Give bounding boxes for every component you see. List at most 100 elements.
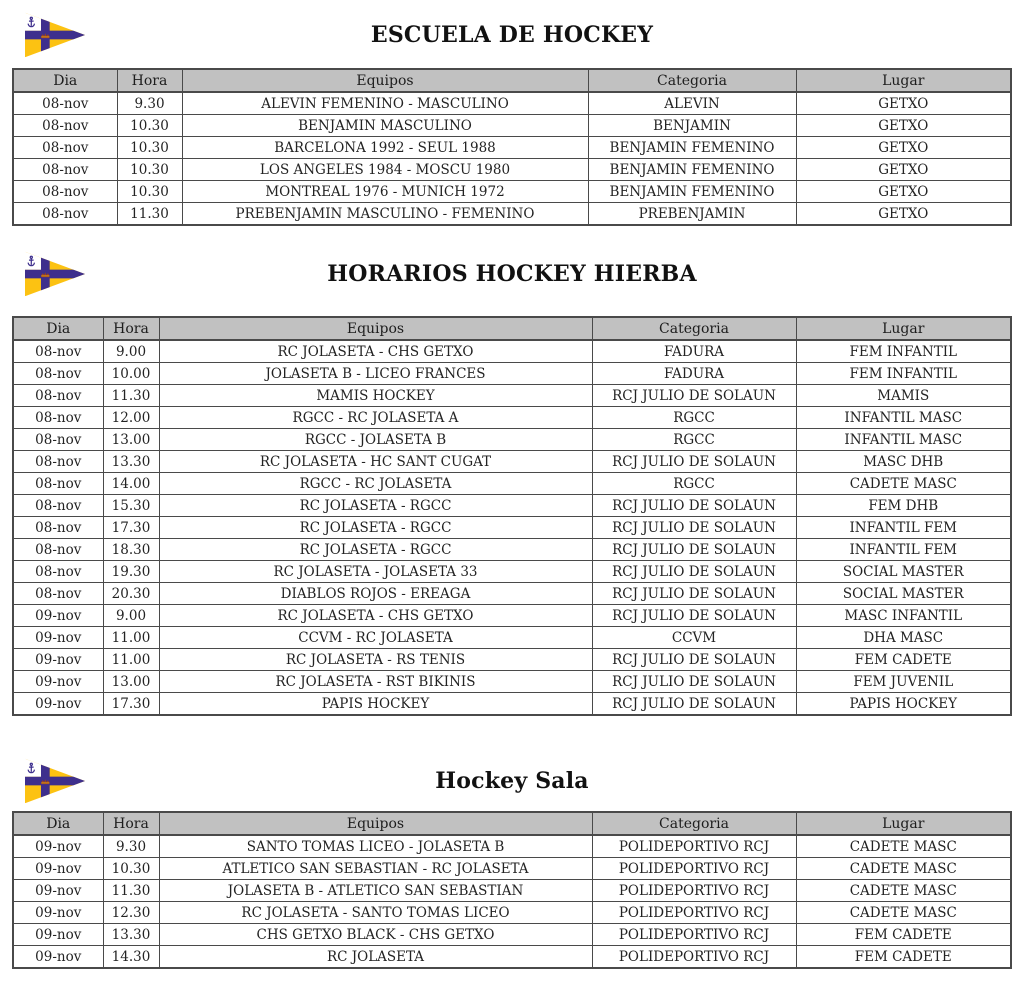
table-cell: RCJ JULIO DE SOLAUN <box>591 648 797 671</box>
table-cell: 10.30 <box>116 180 183 203</box>
table-cell: 09-nov <box>12 879 104 902</box>
table-cell: 13.00 <box>102 428 160 451</box>
col-header-dia: Dia <box>12 68 118 93</box>
table-cell: 13.00 <box>102 670 160 693</box>
table-cell: RGCC <box>591 406 797 429</box>
table-cell: GETXO <box>795 202 1012 226</box>
table-cell: POLIDEPORTIVO RCJ <box>591 879 797 902</box>
table-cell: JOLASETA B - ATLETICO SAN SEBASTIAN <box>158 879 593 902</box>
table-cell: RCJ JULIO DE SOLAUN <box>591 560 797 583</box>
table-cell: RGCC - JOLASETA B <box>158 428 593 451</box>
table-row: 08-nov 10.30 LOS ANGELES 1984 - MOSCU 1980… <box>12 158 1012 181</box>
table-cell: INFANTIL MASC <box>795 428 1012 451</box>
table-cell: ALEVIN <box>587 91 797 115</box>
table-header: Dia Hora Equipos Categoria Lugar <box>12 316 1012 341</box>
table-cell: RCJ JULIO DE SOLAUN <box>591 538 797 561</box>
table-row: 09-nov 17.30 PAPIS HOCKEY RCJ JULIO DE SOLA… <box>12 692 1012 716</box>
table-cell: 10.30 <box>116 136 183 159</box>
table-cell: JOLASETA B - LICEO FRANCES <box>158 362 593 385</box>
table-cell: RC JOLASETA - RGCC <box>158 516 593 539</box>
table-cell: RC JOLASETA - RS TENIS <box>158 648 593 671</box>
table-cell: 09-nov <box>12 648 104 671</box>
table-cell: 10.30 <box>116 158 183 181</box>
col-header-equipos: Equipos <box>181 68 589 93</box>
anchor-icon <box>27 255 36 267</box>
table-cell: RGCC <box>591 428 797 451</box>
table-cell: PAPIS HOCKEY <box>795 692 1012 716</box>
table-cell: MONTREAL 1976 - MUNICH 1972 <box>181 180 589 203</box>
section-title: HORARIOS HOCKEY HIERBA <box>327 261 697 287</box>
table-cell: RC JOLASETA - CHS GETXO <box>158 339 593 363</box>
table-cell: RCJ JULIO DE SOLAUN <box>591 450 797 473</box>
table-row: 08-nov 18.30 RC JOLASETA - RGCC RCJ JULIO D… <box>12 538 1012 561</box>
table-cell: CADETE MASC <box>795 834 1012 858</box>
schedule-table-hierba: Dia Hora Equipos Categoria Lugar 08-nov 9… <box>12 316 1012 716</box>
table-cell: 08-nov <box>12 494 104 517</box>
table-cell: 09-nov <box>12 945 104 969</box>
col-header-hora: Hora <box>102 811 160 836</box>
table-header-row: Dia Hora Equipos Categoria Lugar <box>12 68 1012 93</box>
table-row: 08-nov 10.30 MONTREAL 1976 - MUNICH 1972 BE… <box>12 180 1012 203</box>
schedule-table-escuela: Dia Hora Equipos Categoria Lugar 08-nov 9… <box>12 68 1012 226</box>
table-row: 09-nov 11.30 JOLASETA B - ATLETICO SAN SEB… <box>12 879 1012 902</box>
table-cell: SOCIAL MASTER <box>795 582 1012 605</box>
table-row: 09-nov 9.30 SANTO TOMAS LICEO - JOLASETA B… <box>12 834 1012 858</box>
table-cell: 11.30 <box>116 202 183 226</box>
table-row: 09-nov 13.30 CHS GETXO BLACK - CHS GETXO PO… <box>12 923 1012 946</box>
table-cell: MAMIS HOCKEY <box>158 384 593 407</box>
table-body: 09-nov 9.30 SANTO TOMAS LICEO - JOLASETA B… <box>12 834 1012 969</box>
table-cell: PREBENJAMIN <box>587 202 797 226</box>
table-row: 09-nov 9.00 RC JOLASETA - CHS GETXO RCJ JUL… <box>12 604 1012 627</box>
table-cell: 9.30 <box>102 834 160 858</box>
table-row: 08-nov 20.30 DIABLOS ROJOS - EREAGA RCJ JUL… <box>12 582 1012 605</box>
table-cell: 09-nov <box>12 857 104 880</box>
table-row: 08-nov 10.30 BARCELONA 1992 - SEUL 1988 BEN… <box>12 136 1012 159</box>
table-cell: CADETE MASC <box>795 857 1012 880</box>
table-row: 08-nov 13.00 RGCC - JOLASETA B RGCC INFANTIL… <box>12 428 1012 451</box>
table-cell: 09-nov <box>12 901 104 924</box>
club-burgee-logo <box>25 251 85 297</box>
col-header-lugar: Lugar <box>795 68 1012 93</box>
table-cell: RCJ JULIO DE SOLAUN <box>591 516 797 539</box>
table-cell: GETXO <box>795 180 1012 203</box>
table-cell: 08-nov <box>12 384 104 407</box>
section-title: Hockey Sala <box>435 768 589 794</box>
table-cell: RCJ JULIO DE SOLAUN <box>591 494 797 517</box>
col-header-equipos: Equipos <box>158 316 593 341</box>
table-cell: 11.00 <box>102 626 160 649</box>
col-header-dia: Dia <box>12 316 104 341</box>
table-cell: INFANTIL MASC <box>795 406 1012 429</box>
table-cell: 10.00 <box>102 362 160 385</box>
col-header-categoria: Categoria <box>591 316 797 341</box>
col-header-categoria: Categoria <box>591 811 797 836</box>
col-header-hora: Hora <box>102 316 160 341</box>
section-horarios-hockey-hierba: HORARIOS HOCKEY HIERBA Dia Hora Equipos … <box>0 251 1024 716</box>
table-row: 08-nov 13.30 RC JOLASETA - HC SANT CUGAT RC… <box>12 450 1012 473</box>
section-hockey-sala: Hockey Sala Dia Hora Equipos Categoria L… <box>0 758 1024 969</box>
table-cell: 17.30 <box>102 516 160 539</box>
table-cell: 11.30 <box>102 384 160 407</box>
table-cell: 09-nov <box>12 692 104 716</box>
col-header-categoria: Categoria <box>587 68 797 93</box>
table-row: 08-nov 9.00 RC JOLASETA - CHS GETXO FADURA F… <box>12 339 1012 363</box>
table-cell: 08-nov <box>12 472 104 495</box>
table-cell: POLIDEPORTIVO RCJ <box>591 923 797 946</box>
table-cell: 09-nov <box>12 923 104 946</box>
table-cell: POLIDEPORTIVO RCJ <box>591 834 797 858</box>
section-header: HORARIOS HOCKEY HIERBA <box>0 251 1024 297</box>
table-cell: POLIDEPORTIVO RCJ <box>591 901 797 924</box>
table-row: 09-nov 14.30 RC JOLASETA POLIDEPORTIVO RCJ F… <box>12 945 1012 969</box>
table-cell: RCJ JULIO DE SOLAUN <box>591 670 797 693</box>
table-cell: RGCC <box>591 472 797 495</box>
table-row: 08-nov 12.00 RGCC - RC JOLASETA A RGCC INFAN… <box>12 406 1012 429</box>
table-cell: 08-nov <box>12 516 104 539</box>
table-cell: 09-nov <box>12 626 104 649</box>
table-row: 09-nov 11.00 CCVM - RC JOLASETA CCVM DHA MAS… <box>12 626 1012 649</box>
crown-icon <box>41 272 50 278</box>
table-cell: 08-nov <box>12 428 104 451</box>
table-cell: 14.00 <box>102 472 160 495</box>
table-cell: INFANTIL FEM <box>795 516 1012 539</box>
table-cell: 08-nov <box>12 114 118 137</box>
col-header-equipos: Equipos <box>158 811 593 836</box>
section-escuela-de-hockey: ESCUELA DE HOCKEY Dia Hora Equipos Categ… <box>0 12 1024 226</box>
